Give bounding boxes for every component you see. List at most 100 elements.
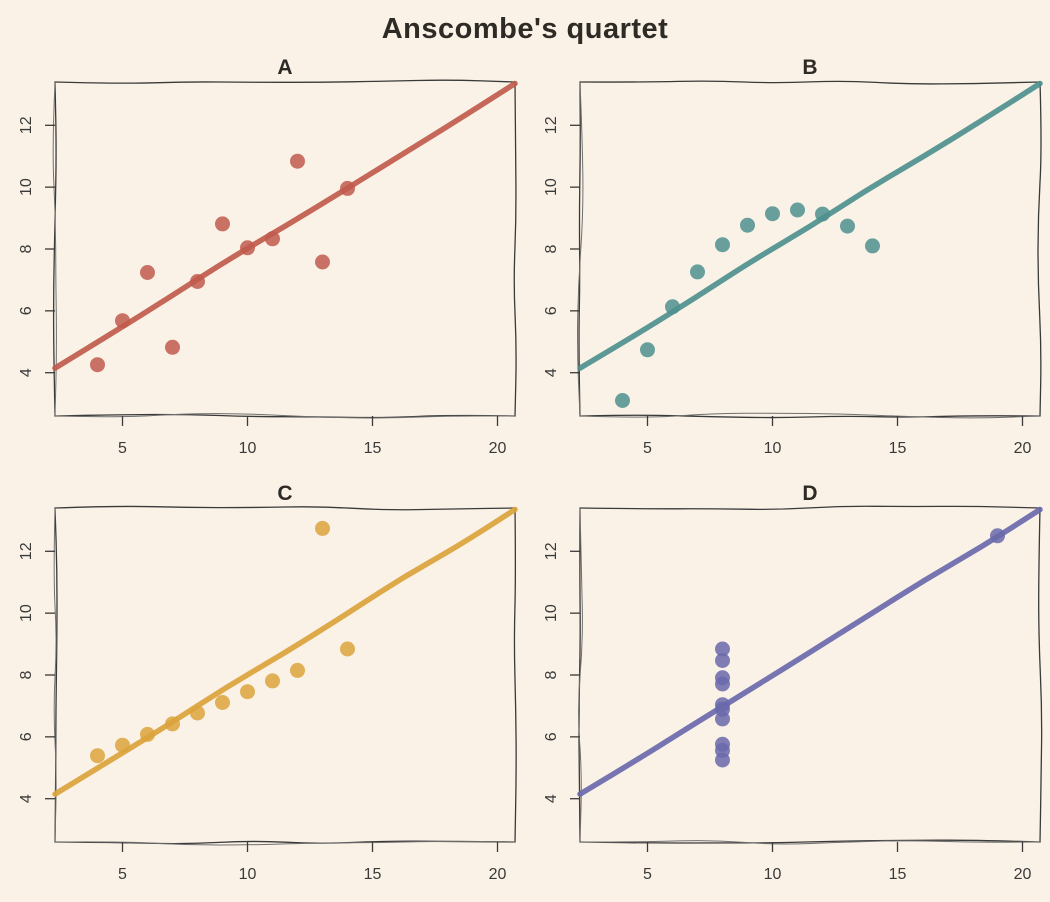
panel-d-title: D xyxy=(802,482,817,505)
data-point xyxy=(340,641,355,657)
panel-b: B 5 10 15 20 4 6 8 10 12 xyxy=(525,54,1050,476)
data-point xyxy=(215,216,230,232)
y-tick-label: 6 xyxy=(543,306,560,315)
y-axis-spine xyxy=(53,507,57,843)
panel-c-plot: 5 10 15 20 4 6 8 10 12 xyxy=(18,505,518,883)
data-point xyxy=(115,737,130,753)
data-point xyxy=(740,217,755,233)
data-point xyxy=(640,342,655,358)
data-point xyxy=(90,748,105,764)
data-point xyxy=(615,393,630,408)
x-axis-spine xyxy=(54,840,516,846)
data-point xyxy=(165,339,180,355)
data-point xyxy=(140,265,155,280)
plot-border xyxy=(513,81,517,417)
panel-c-canvas: C 5 10 15 20 4 6 8 10 12 xyxy=(18,482,518,883)
plot-border xyxy=(579,505,1041,510)
y-axis-spine xyxy=(578,507,583,843)
y-tick-label: 10 xyxy=(18,178,35,196)
y-tick-label: 4 xyxy=(18,368,35,377)
regression-line xyxy=(52,506,518,797)
data-point xyxy=(815,206,830,222)
y-tick-label: 6 xyxy=(18,732,35,741)
data-point xyxy=(290,662,305,678)
x-tick-label: 10 xyxy=(239,866,257,883)
x-tick-label: 5 xyxy=(118,866,127,883)
y-axis-spine xyxy=(577,81,584,417)
y-tick-label: 12 xyxy=(18,542,35,560)
data-point xyxy=(665,299,680,315)
x-tick-label: 15 xyxy=(364,866,382,883)
x-axis-spine xyxy=(54,413,515,419)
data-point xyxy=(140,726,155,742)
x-tick-label: 10 xyxy=(239,440,257,457)
data-point xyxy=(840,218,855,234)
data-point xyxy=(215,695,230,710)
data-point xyxy=(90,357,105,373)
x-axis-spine xyxy=(579,840,1041,845)
data-point xyxy=(265,231,280,247)
plot-border xyxy=(1038,507,1043,843)
data-point xyxy=(715,653,730,668)
x-tick-label: 20 xyxy=(489,440,507,457)
x-tick-label: 20 xyxy=(1014,440,1032,457)
x-tick-label: 5 xyxy=(118,440,127,457)
data-point xyxy=(865,238,880,254)
panel-b-canvas: B 5 10 15 20 4 6 8 10 12 xyxy=(543,56,1043,457)
y-tick-label: 8 xyxy=(18,244,35,253)
data-point xyxy=(765,206,780,222)
y-axis-spine xyxy=(52,81,57,417)
panel-b-plot: 5 10 15 20 4 6 8 10 12 xyxy=(543,80,1043,457)
data-point xyxy=(715,641,730,657)
panel-d-plot: 5 10 15 20 4 6 8 10 12 xyxy=(543,505,1043,883)
data-point xyxy=(315,254,330,270)
data-point xyxy=(190,274,205,289)
panel-a-title: A xyxy=(277,56,292,79)
x-tick-label: 10 xyxy=(764,440,782,457)
panel-a-plot: 5 10 15 20 4 6 8 10 12 xyxy=(18,79,518,457)
data-point xyxy=(990,528,1005,544)
panel-a-canvas: A 5 10 15 20 4 6 8 10 12 xyxy=(18,56,518,457)
y-tick-label: 12 xyxy=(543,542,560,560)
y-tick-label: 8 xyxy=(543,670,560,679)
panel-d-canvas: D 5 10 15 20 4 6 8 10 12 xyxy=(543,482,1043,883)
data-point xyxy=(715,237,730,253)
x-tick-label: 20 xyxy=(489,866,507,883)
y-tick-label: 10 xyxy=(543,604,560,622)
plot-border xyxy=(513,507,517,843)
data-point xyxy=(240,684,255,700)
x-tick-label: 5 xyxy=(643,440,652,457)
data-point xyxy=(315,520,330,536)
x-tick-label: 20 xyxy=(1014,866,1032,883)
data-point xyxy=(240,240,255,256)
data-point xyxy=(690,264,705,280)
y-tick-label: 6 xyxy=(18,306,35,315)
plot-border xyxy=(54,79,516,84)
y-tick-label: 12 xyxy=(18,116,35,134)
data-point xyxy=(290,153,305,169)
data-point xyxy=(715,670,730,686)
y-tick-label: 10 xyxy=(18,604,35,622)
x-tick-label: 5 xyxy=(643,866,652,883)
y-tick-label: 4 xyxy=(543,368,560,377)
y-tick-label: 4 xyxy=(18,794,35,803)
panel-c-title: C xyxy=(277,482,292,505)
x-tick-label: 15 xyxy=(889,440,907,457)
panel-b-title: B xyxy=(802,56,817,79)
y-tick-label: 6 xyxy=(543,732,560,741)
panel-c: C 5 10 15 20 4 6 8 10 12 xyxy=(0,480,525,902)
panel-d: D 5 10 15 20 4 6 8 10 12 xyxy=(525,480,1050,902)
y-tick-label: 10 xyxy=(543,178,560,196)
regression-line xyxy=(577,80,1043,371)
data-point xyxy=(715,743,730,758)
y-tick-label: 8 xyxy=(18,670,35,679)
data-point xyxy=(190,705,205,721)
plot-border xyxy=(54,413,516,419)
x-axis-spine xyxy=(579,412,1041,419)
y-tick-label: 4 xyxy=(543,794,560,803)
x-tick-label: 10 xyxy=(764,866,782,883)
y-tick-label: 12 xyxy=(543,116,560,134)
plot-border xyxy=(1037,81,1042,417)
data-point xyxy=(165,716,180,732)
plot-border xyxy=(579,839,1041,844)
